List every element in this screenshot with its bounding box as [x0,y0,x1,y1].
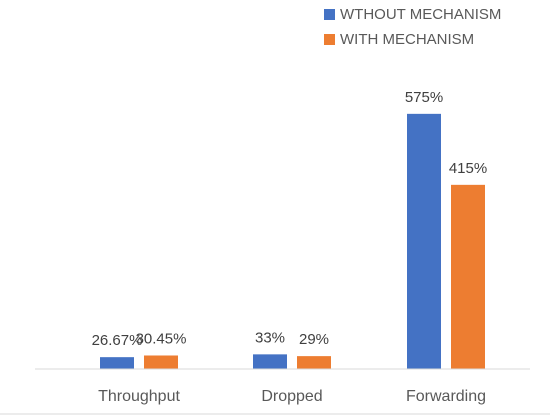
x-tick-label: Forwarding [406,388,486,405]
legend-swatch-series-2 [324,34,335,45]
data-label: 26.67% [92,332,143,349]
legend: WTHOUT MECHANISM WITH MECHANISM [324,6,501,48]
bar-throughput-series-1 [100,357,134,369]
bar-dropped-series-1 [253,354,287,369]
legend-label: WTHOUT MECHANISM [340,6,501,23]
data-label: 575% [405,89,443,106]
data-label: 30.45% [136,330,187,347]
data-label: 415% [449,160,487,177]
x-tick-label: Throughput [98,388,180,405]
bar-dropped-series-2 [297,356,331,369]
bar-forwarding-series-2 [451,184,485,369]
bar-throughput-series-2 [144,355,178,369]
plot-area: 26.67%30.45% Throughput 33% 29% Dropped 575% 4… [0,89,550,415]
legend-label: WITH MECHANISM [340,31,474,48]
x-tick-label: Dropped [261,388,322,405]
bar-forwarding-series-1 [407,113,441,369]
data-label: 29% [299,331,329,348]
legend-swatch-series-1 [324,9,335,20]
data-label: 33% [255,329,285,346]
